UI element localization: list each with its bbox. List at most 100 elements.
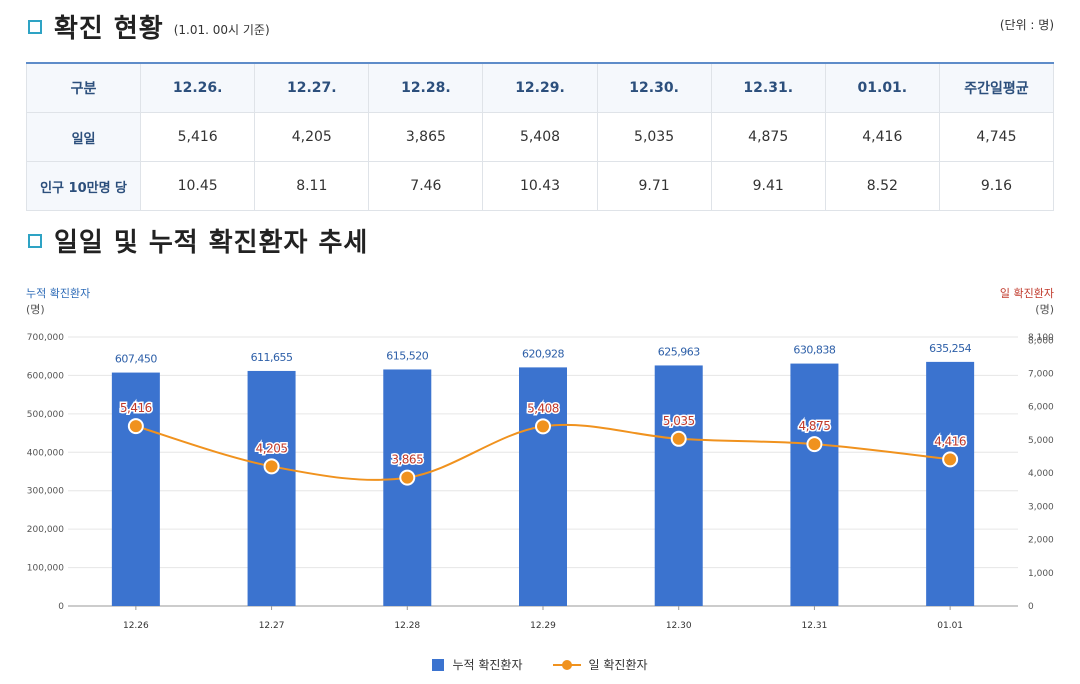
legend-label-daily: 일 확진환자	[588, 658, 648, 672]
left-axis-tick: 200,000	[27, 525, 64, 535]
left-axis-caption: 누적 확진환자 (명)	[26, 285, 90, 317]
table-header-row: 구분 12.26. 12.27. 12.28. 12.29. 12.30. 12.31. 01…	[25, 62, 1055, 113]
bar-data-label: 635,254	[929, 342, 971, 355]
line-point	[806, 436, 823, 453]
bar-data-label: 607,450	[115, 353, 157, 366]
status-section-header: 확진 현황 (1.01. 00시 기준)	[28, 8, 270, 45]
table-cell: 8.52	[824, 161, 940, 211]
table-header-cell: 12.27.	[254, 62, 370, 113]
right-axis-tick: 4,000	[1028, 469, 1054, 479]
table-cell: 5,408	[482, 112, 598, 162]
right-axis-title: 일 확진환자	[999, 287, 1054, 300]
left-axis-tick: 700,000	[27, 333, 64, 343]
left-axis-tick: 100,000	[27, 564, 64, 574]
right-axis-tick: 0	[1028, 602, 1034, 612]
table-cell: 10.43	[482, 161, 598, 211]
line-data-label: 4,205	[256, 441, 288, 455]
bar-data-label: 625,963	[658, 345, 700, 358]
bar	[926, 361, 975, 606]
table-row: 인구 10만명 당 10.45 8.11 7.46 10.43 9.71 9.41 8.52 9…	[25, 161, 1055, 211]
line-point	[535, 418, 551, 435]
table-cell: 9.71	[596, 161, 712, 211]
section-square-icon	[28, 233, 42, 248]
line-point	[399, 469, 416, 486]
table-cell: 7.46	[368, 161, 484, 211]
legend-line-swatch	[552, 659, 581, 671]
unit-label: (단위 : 명)	[999, 18, 1054, 32]
right-axis-tick: 8,100	[1028, 333, 1054, 343]
left-axis-unit: (명)	[26, 303, 45, 316]
left-axis-tick: 300,000	[27, 487, 64, 497]
table-cell: 5,035	[596, 112, 712, 162]
x-axis-tick-label: 12.29	[530, 621, 556, 631]
line-data-label: 5,035	[663, 414, 695, 428]
legend-item-daily[interactable]: 일 확진환자	[552, 656, 648, 673]
bar	[247, 370, 296, 606]
table-cell: 5,416	[140, 112, 256, 162]
table-cell: 9.16	[938, 161, 1055, 211]
table-header-category: 구분	[25, 62, 142, 113]
section-subtitle: (1.01. 00시 기준)	[173, 23, 270, 37]
right-axis-caption: 일 확진환자 (명)	[1000, 285, 1054, 317]
line-point	[670, 430, 687, 447]
x-axis-tick-label: 12.31	[802, 621, 828, 631]
table-row: 일일 5,416 4,205 3,865 5,408 5,035 4,875 4,416 4,7…	[25, 112, 1055, 162]
table-cell: 4,745	[938, 112, 1055, 162]
line-data-label: 4,875	[798, 419, 830, 433]
right-axis-tick: 1,000	[1028, 569, 1054, 579]
line-data-label: 5,416	[120, 401, 152, 415]
table-header-cell: 주간일평균	[938, 62, 1055, 113]
table-cell: 4,416	[824, 112, 940, 162]
bar-data-label: 611,655	[251, 351, 293, 364]
line-point	[127, 418, 144, 435]
legend-label-cumulative: 누적 확진환자	[452, 658, 523, 672]
section-title: 확진 현황	[54, 14, 164, 44]
table-row-label: 일일	[25, 112, 142, 162]
trend-section-header: 일일 및 누적 확진환자 추세	[28, 222, 368, 259]
line-data-label: 3,865	[391, 453, 423, 467]
left-axis-tick: 500,000	[27, 410, 64, 420]
chart-legend: 누적 확진환자 일 확진환자	[0, 656, 1080, 673]
bar	[111, 372, 160, 606]
section-square-icon	[28, 19, 42, 34]
bar-data-label: 615,520	[386, 349, 428, 362]
trend-chart: 0 100,000 200,000 300,000 400,000 500,000 600,…	[27, 333, 1054, 631]
legend-item-cumulative[interactable]: 누적 확진환자	[432, 656, 523, 673]
bar-data-label: 630,838	[793, 344, 835, 357]
left-axis-tick: 600,000	[27, 371, 64, 381]
table-row-label: 인구 10만명 당	[25, 161, 142, 211]
right-axis-tick: 2,000	[1028, 536, 1054, 546]
right-axis-tick: 5,000	[1028, 436, 1054, 446]
right-axis-tick: 7,000	[1028, 370, 1054, 380]
table-header-cell: 12.30.	[596, 62, 712, 113]
right-axis-tick: 8,000	[1028, 336, 1054, 346]
x-axis-tick-label: 01.01	[937, 621, 963, 631]
x-axis-tick-label: 12.27	[259, 621, 285, 631]
x-axis-tick-label: 12.26	[123, 621, 149, 631]
table-header-cell: 12.29.	[482, 62, 598, 113]
line-point	[942, 451, 959, 468]
bar	[790, 363, 839, 606]
table-cell: 4,875	[710, 112, 826, 162]
line-data-label: 4,416	[934, 434, 966, 448]
table-header-cell: 12.26.	[140, 62, 256, 113]
table-cell: 4,205	[254, 112, 370, 162]
left-axis-tick: 0	[58, 602, 64, 612]
table-header-cell: 12.28.	[368, 62, 484, 113]
table-header-cell: 01.01.	[824, 62, 940, 113]
table-cell: 10.45	[140, 161, 256, 211]
line-data-label: 5,408	[527, 401, 559, 415]
bar	[519, 367, 567, 606]
x-axis-tick-label: 12.28	[394, 621, 420, 631]
table-header-cell: 12.31.	[710, 62, 826, 113]
line-point	[263, 458, 280, 475]
table-cell: 8.11	[254, 161, 370, 211]
table-cell: 9.41	[710, 161, 826, 211]
bar-data-label: 620,928	[522, 347, 564, 360]
table-body: 일일 5,416 4,205 3,865 5,408 5,035 4,875 4,416 4,7…	[25, 112, 1055, 211]
left-axis-title: 누적 확진환자	[26, 287, 91, 300]
bar	[654, 365, 703, 606]
x-axis-tick-label: 12.30	[666, 621, 692, 631]
bar	[383, 369, 432, 606]
left-axis-tick: 400,000	[27, 448, 64, 458]
